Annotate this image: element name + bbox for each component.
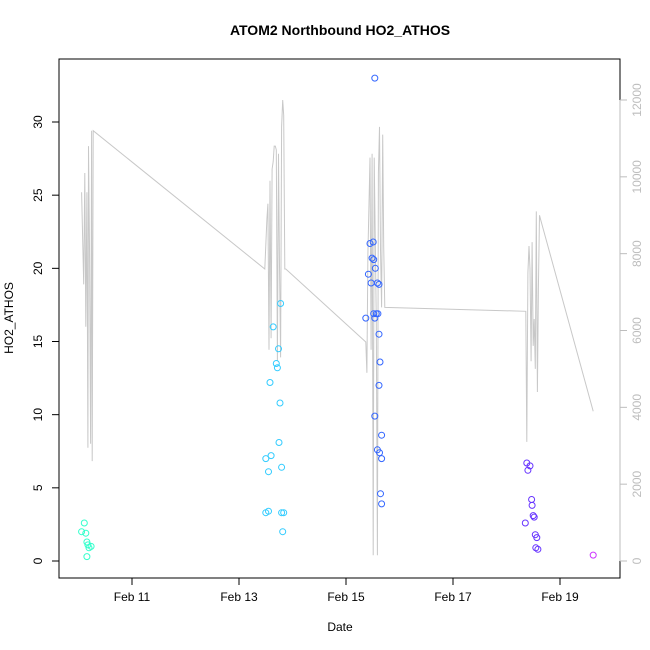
- data-point: [374, 310, 382, 318]
- data-point: [521, 519, 529, 527]
- x-axis-label: Date: [327, 620, 353, 634]
- data-point: [278, 463, 286, 471]
- data-point: [589, 551, 597, 559]
- scatter-points: [78, 74, 597, 561]
- data-point: [82, 529, 90, 537]
- secondary-series: [81, 99, 594, 556]
- x-axis: Feb 11 Feb 13 Feb 15 Feb 17 Feb 19: [114, 577, 579, 604]
- data-point: [378, 431, 386, 439]
- data-point: [273, 364, 281, 372]
- data-point: [366, 240, 374, 247]
- data-point: [377, 490, 384, 498]
- data-point: [370, 310, 378, 318]
- y-axis-right: 0 2000 4000 6000 8000 10000 12000: [619, 83, 644, 564]
- data-point: [371, 74, 379, 82]
- x-tick-label: Feb 15: [327, 590, 365, 604]
- data-point: [267, 452, 275, 460]
- secondary-series-line: [81, 99, 594, 556]
- data-point: [529, 512, 537, 520]
- data-point: [532, 544, 540, 552]
- y-tick-label: 30: [31, 115, 45, 129]
- data-point: [370, 256, 378, 264]
- y2-tick-label: 10000: [630, 160, 644, 194]
- data-point: [277, 300, 285, 307]
- data-point: [375, 330, 383, 338]
- data-point: [368, 254, 376, 262]
- data-point: [276, 399, 284, 407]
- y2-tick-label: 8000: [630, 240, 644, 267]
- y2-tick-label: 0: [630, 557, 644, 564]
- y2-tick-label: 6000: [630, 317, 644, 344]
- data-point: [376, 449, 383, 457]
- data-point: [376, 358, 384, 366]
- y2-tick-label: 2000: [630, 470, 644, 497]
- data-point: [378, 455, 386, 463]
- data-point: [269, 323, 277, 331]
- data-point: [278, 509, 286, 517]
- data-point: [533, 534, 541, 542]
- data-point: [530, 513, 538, 521]
- data-point: [275, 439, 283, 446]
- data-point: [265, 507, 272, 515]
- y-tick-label: 20: [31, 261, 45, 275]
- data-point: [375, 280, 383, 288]
- data-point: [272, 360, 280, 367]
- data-point: [280, 509, 288, 517]
- data-point: [524, 466, 532, 474]
- data-point: [528, 501, 536, 509]
- data-point: [279, 528, 287, 536]
- data-point: [528, 496, 536, 503]
- y-axis-left: 0 5 10 15 20 25 30: [31, 115, 60, 564]
- data-point: [378, 500, 386, 508]
- data-point: [534, 545, 542, 553]
- data-point: [371, 264, 379, 272]
- data-point: [80, 519, 88, 527]
- data-point: [275, 345, 282, 353]
- data-point: [375, 381, 383, 389]
- y-axis-label: HO2_ATHOS: [2, 282, 16, 354]
- x-tick-label: Feb 19: [541, 590, 579, 604]
- y-tick-label: 5: [31, 484, 45, 491]
- data-point: [83, 553, 91, 561]
- data-point: [371, 412, 379, 420]
- y-tick-label: 15: [31, 335, 45, 349]
- data-point: [266, 379, 274, 386]
- y2-tick-label: 12000: [630, 83, 644, 117]
- data-point: [526, 462, 534, 470]
- data-point: [78, 528, 86, 536]
- data-point: [265, 468, 272, 476]
- y2-tick-label: 4000: [630, 394, 644, 421]
- data-point: [262, 455, 270, 463]
- x-tick-label: Feb 11: [114, 590, 151, 604]
- chart-title: ATOM2 Northbound HO2_ATHOS: [230, 22, 450, 38]
- data-point: [87, 542, 95, 550]
- data-point: [362, 314, 370, 322]
- y-tick-label: 25: [31, 188, 45, 202]
- y-tick-label: 0: [31, 557, 45, 564]
- x-tick-label: Feb 13: [220, 590, 258, 604]
- y-tick-label: 10: [31, 408, 45, 422]
- data-point: [364, 270, 372, 278]
- data-point: [369, 238, 377, 246]
- x-tick-label: Feb 17: [434, 590, 472, 604]
- data-point: [373, 279, 381, 287]
